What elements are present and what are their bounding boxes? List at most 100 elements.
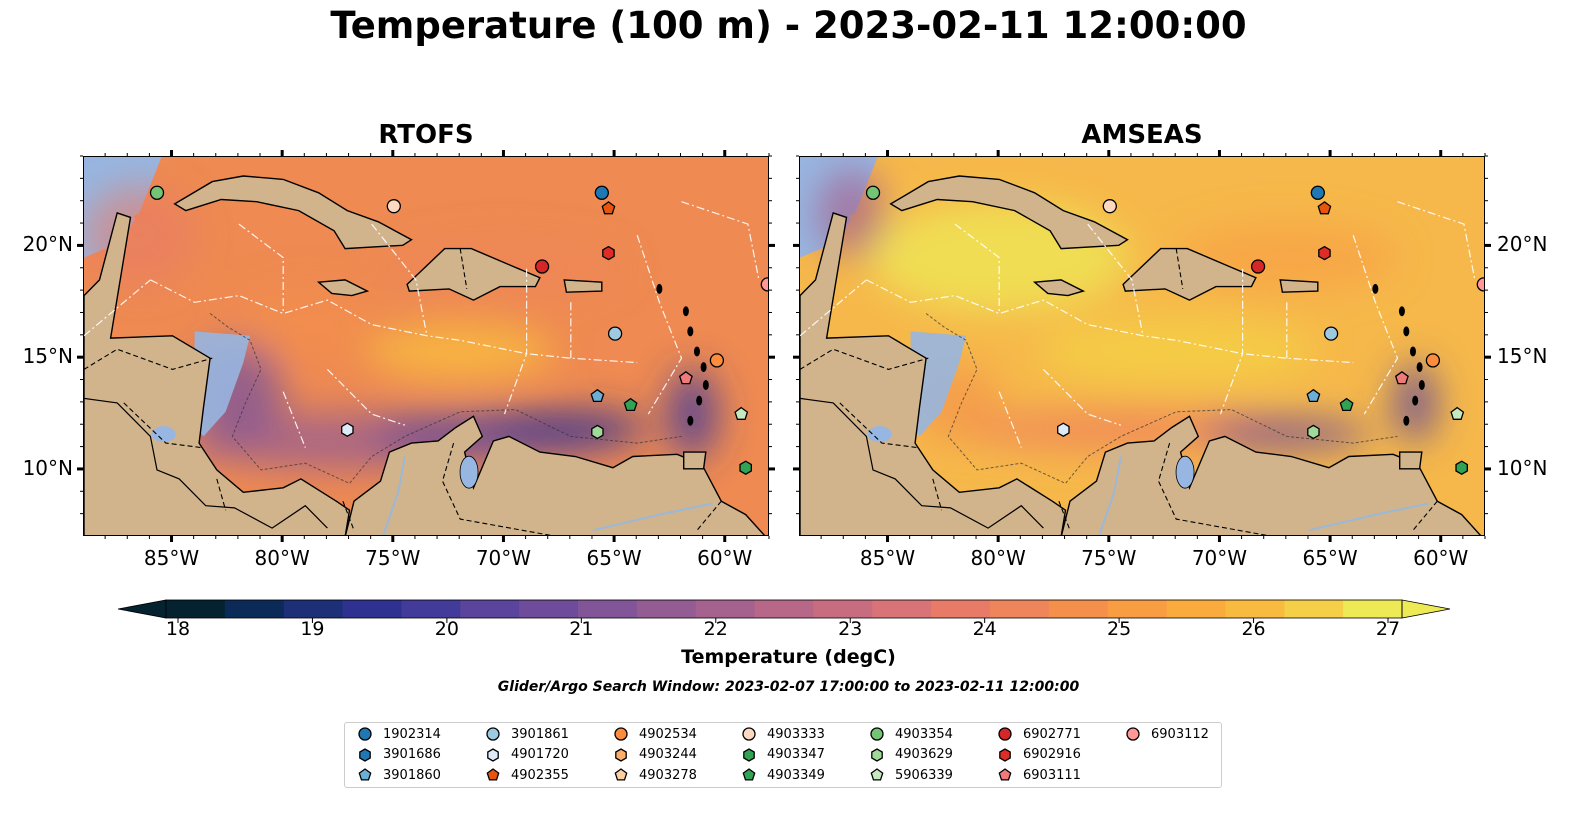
float-marker-5906339 — [1450, 406, 1465, 420]
lon-tick-label: 85°W — [143, 546, 200, 570]
float-markers — [149, 185, 768, 475]
lon-tick-label: 70°W — [475, 546, 532, 570]
antilles-island — [700, 362, 707, 373]
land-hispaniola — [406, 247, 541, 301]
antilles-island — [696, 395, 703, 406]
colorbar-tick-label: 19 — [300, 618, 325, 640]
search-window-caption: Glider/Argo Search Window: 2023-02-07 17… — [497, 679, 1080, 695]
lon-tick-label: 80°W — [254, 546, 310, 570]
float-marker-3901861 — [607, 326, 623, 341]
float-marker-4903349 — [623, 397, 638, 412]
antilles-island — [656, 283, 663, 294]
lat-tick-label: 10°N — [1497, 455, 1548, 480]
legend-marker-pentagon-icon — [870, 768, 884, 781]
boundary-line — [1219, 268, 1244, 415]
lat-tick-label: 10°N — [22, 455, 73, 480]
lat-tick-label: 15°N — [22, 344, 73, 369]
legend-item: 3901686 — [357, 747, 441, 763]
legend-item: 4903347 — [741, 747, 825, 763]
legend-item: 4902534 — [613, 726, 697, 742]
country-border — [459, 248, 468, 289]
antilles-island — [1409, 346, 1416, 357]
legend-item: 4901720 — [485, 747, 569, 763]
float-marker-6903112 — [1476, 277, 1484, 292]
legend-label: 4903278 — [639, 767, 697, 783]
river — [1308, 502, 1429, 532]
lon-tick-label: 60°W — [1413, 546, 1469, 570]
tick-marks — [77, 150, 775, 542]
colorbar-segment — [636, 600, 697, 618]
country-border — [441, 442, 552, 535]
legend-label: 4901720 — [511, 747, 569, 762]
legend-label: 6902916 — [1023, 747, 1081, 762]
lon-tick-label: 75°W — [1081, 546, 1137, 570]
legend-label: 4903354 — [895, 726, 953, 742]
antilles-island — [687, 326, 694, 337]
float-marker-4903629 — [1307, 424, 1320, 440]
legend-item: 4903349 — [741, 767, 825, 783]
boundary-line — [681, 201, 760, 281]
figure-title: Temperature (100 m) - 2023-02-11 12:00:0… — [330, 4, 1247, 47]
country-border — [123, 402, 202, 449]
legend-label: 6903111 — [1023, 767, 1081, 783]
land-trinidad — [1399, 451, 1423, 470]
legend-label: 3901861 — [511, 726, 569, 742]
legend-marker-circle-icon — [614, 727, 628, 741]
legend-label: 4903347 — [767, 747, 825, 762]
float-marker-4903333 — [386, 199, 401, 214]
colorbar-tick-label: 18 — [165, 618, 191, 640]
panel-title-amseas: AMSEAS — [1081, 120, 1203, 150]
boundary-line — [954, 223, 1000, 314]
country-border — [932, 478, 943, 511]
float-marker-4903349 — [1339, 397, 1354, 412]
legend-label: 5906339 — [895, 767, 953, 783]
country-border — [216, 478, 227, 511]
float-markers — [865, 185, 1484, 475]
lat-tick-label: 20°N — [22, 232, 73, 257]
land-trinidad — [683, 451, 707, 470]
colorbar-segment — [1284, 600, 1344, 618]
colorbar-label: Temperature (degC) — [681, 646, 896, 668]
colorbar-tick-label: 20 — [434, 618, 459, 640]
antilles-island — [1416, 362, 1423, 373]
colorbar-tick-label: 21 — [569, 618, 594, 640]
boundary-line — [1397, 201, 1476, 281]
legend-item: 4903244 — [613, 747, 697, 763]
lake-maracaibo — [459, 455, 479, 489]
lat-tick-label: 20°N — [1497, 232, 1548, 257]
float-marker-5906339 — [734, 406, 749, 420]
lon-tick-label: 65°W — [586, 546, 642, 570]
legend-marker-pentagon-icon — [998, 768, 1012, 781]
float-marker-6903111 — [1394, 370, 1409, 385]
country-border — [839, 402, 918, 449]
legend-marker-pentagon-icon — [614, 768, 628, 781]
antilles-island — [1372, 283, 1379, 294]
legend-item: 6903111 — [997, 767, 1081, 783]
boundary-line — [371, 223, 428, 336]
colorbar-segment — [990, 600, 1050, 618]
antilles-island — [1418, 380, 1425, 390]
legend-label: 6902771 — [1023, 726, 1081, 742]
legend-item: 4903354 — [869, 726, 953, 742]
river — [592, 502, 713, 532]
float-marker-4903354 — [865, 185, 881, 200]
land-south-america — [1060, 415, 1482, 535]
boundary-line — [636, 235, 683, 415]
depth-contour-1000 — [925, 313, 1398, 485]
colorbar-segment — [578, 600, 638, 618]
boundary-line — [84, 279, 151, 337]
lon-tick-label: 70°W — [1191, 546, 1248, 570]
land-cuba — [889, 175, 1129, 250]
float-marker-6903111 — [678, 370, 693, 385]
lon-tick-label: 65°W — [1302, 546, 1358, 570]
legend-label: 4902534 — [639, 726, 697, 742]
colorbar-segment — [813, 600, 873, 618]
country-border — [342, 501, 355, 531]
colorbar-segment — [1107, 600, 1168, 618]
float-marker-4903347 — [1455, 460, 1468, 475]
legend-marker-hexagon-icon — [871, 747, 883, 762]
map-amseas — [800, 157, 1484, 535]
tick-marks — [793, 150, 1491, 542]
country-border — [1058, 501, 1071, 531]
river — [1098, 456, 1122, 535]
